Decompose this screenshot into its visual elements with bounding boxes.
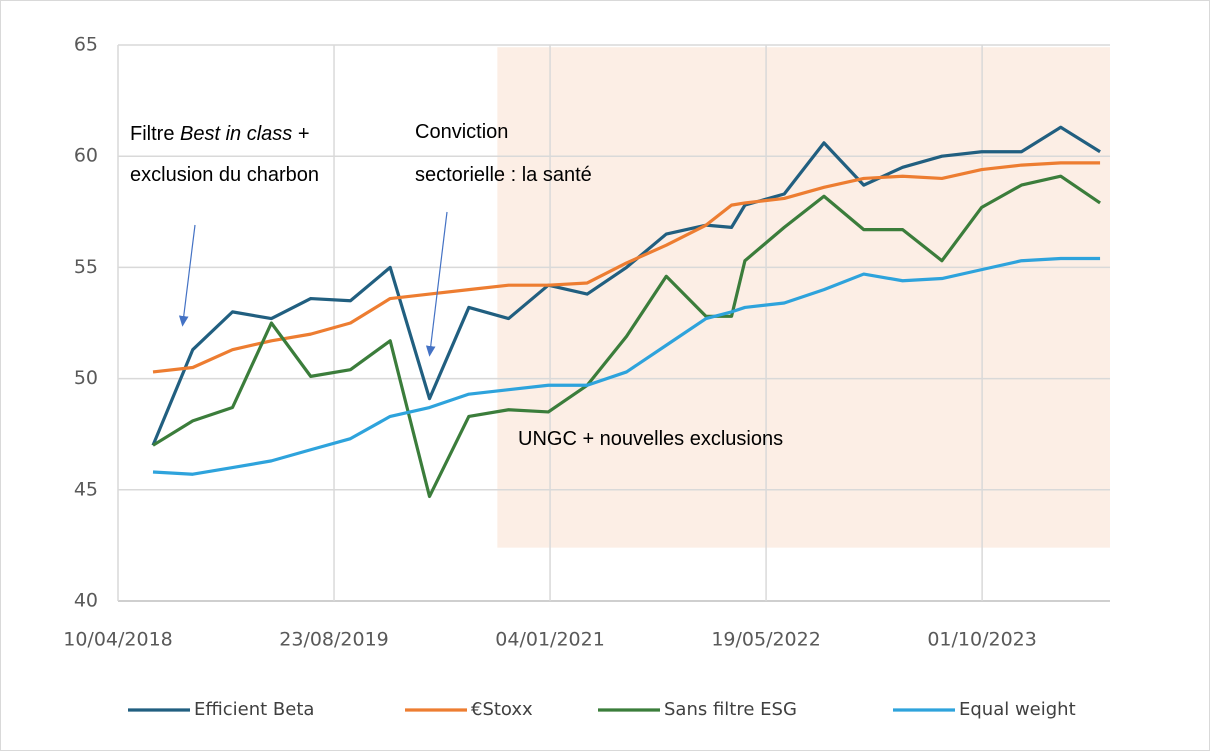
annotation-part: sectorielle : la santé: [415, 164, 592, 186]
legend-label: €Stoxx: [471, 699, 533, 720]
annotation-part: +: [292, 123, 309, 145]
annotation-part: Filtre: [130, 123, 180, 145]
annotation: UNGC + nouvelles exclusions: [518, 428, 783, 450]
x-tick-label: 04/01/2021: [495, 629, 605, 651]
annotation: Conviction: [415, 121, 508, 143]
y-tick-label: 60: [74, 145, 98, 167]
annotation-part: Best in class: [180, 123, 292, 145]
x-tick-label: 10/04/2018: [63, 629, 173, 651]
y-tick-label: 40: [74, 590, 98, 612]
legend-label: Equal weight: [959, 699, 1076, 720]
x-tick-label: 19/05/2022: [711, 629, 821, 651]
arrow: [425, 211, 448, 357]
y-tick-label: 50: [74, 367, 98, 389]
series-line: [152, 174, 1101, 499]
x-tick-label: 23/08/2019: [279, 629, 389, 651]
series-line: [151, 125, 1101, 446]
annotation-part: Conviction: [415, 121, 508, 143]
annotation: sectorielle : la santé: [415, 164, 592, 186]
series-line: [152, 256, 1101, 476]
x-tick-label: 01/10/2023: [927, 629, 1037, 651]
annotation: exclusion du charbon: [130, 164, 319, 186]
series-line: [152, 161, 1101, 374]
y-tick-label: 45: [74, 478, 98, 500]
legend-label: Efficient Beta: [194, 699, 314, 720]
legend-label: Sans filtre ESG: [664, 699, 797, 720]
arrow: [178, 224, 196, 327]
annotation-part: UNGC + nouvelles exclusions: [518, 428, 783, 450]
y-tick-label: 65: [74, 34, 98, 56]
annotation-part: exclusion du charbon: [130, 164, 319, 186]
annotation: Filtre Best in class +: [130, 123, 310, 145]
y-tick-label: 55: [74, 256, 98, 278]
